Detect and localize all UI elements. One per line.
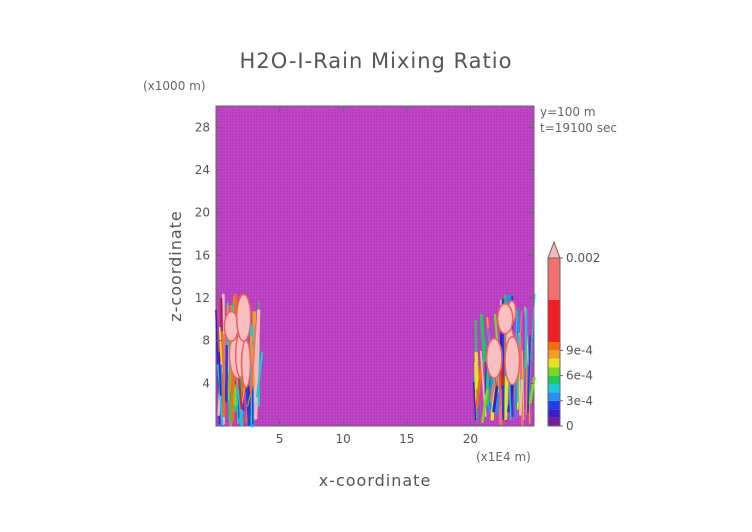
plume-streak xyxy=(246,388,253,407)
y-tick-label: 24 xyxy=(195,163,210,177)
x-tick-label: 15 xyxy=(399,432,414,446)
plume-streak xyxy=(250,322,257,395)
left-plume xyxy=(215,293,264,428)
x-axis-label: x-coordinate xyxy=(319,471,432,490)
plume-streak xyxy=(474,362,477,407)
colorbar-segment xyxy=(548,350,560,359)
plume-core xyxy=(496,303,514,335)
colorbar-extend-arrow xyxy=(547,240,561,259)
plume-core xyxy=(504,336,521,386)
plume-core xyxy=(240,339,252,389)
plume-streak xyxy=(527,335,531,414)
x-tick-label: 10 xyxy=(336,432,351,446)
y-tick-label: 16 xyxy=(195,248,210,262)
plume-streak xyxy=(528,376,536,405)
plume-streak xyxy=(253,309,261,420)
x-axis: 5 10 15 20 xyxy=(276,106,478,446)
colorbar-segment xyxy=(548,392,560,401)
plume-layer xyxy=(215,293,536,428)
chart-title: H2O-I-Rain Mixing Ratio xyxy=(240,49,513,73)
colorbar-tick-label: 9e-4 xyxy=(566,343,593,357)
annotation-t: t=19100 sec xyxy=(540,121,617,135)
plume-streak xyxy=(530,293,536,360)
plume-streak xyxy=(479,313,486,362)
colorbar-segment xyxy=(548,258,560,300)
colorbar-segment xyxy=(548,409,560,418)
plume-streak xyxy=(489,383,495,403)
plume-streak xyxy=(519,379,524,416)
plume-streak xyxy=(481,388,489,424)
colorbar-frame xyxy=(547,257,561,427)
right-plume xyxy=(472,293,536,426)
y-axis: 4 8 12 16 20 24 28 xyxy=(195,120,534,390)
colorbar-segment xyxy=(548,384,560,393)
colorbar-segment xyxy=(548,367,560,376)
plume-core xyxy=(485,337,503,379)
y-tick-label: 28 xyxy=(195,120,210,134)
y-multiplier: (x1000 m) xyxy=(143,79,206,93)
colorbar-segment xyxy=(548,375,560,384)
annotation-y: y=100 m xyxy=(540,105,596,119)
x-tick-label: 5 xyxy=(276,432,284,446)
plume-streak xyxy=(256,352,264,398)
y-axis-label: z-coordinate xyxy=(166,210,185,322)
colorbar-tick-label: 0 xyxy=(566,419,574,433)
plume-streak xyxy=(472,381,477,421)
colorbar: 0 3e-4 6e-4 9e-4 0.002 xyxy=(547,240,600,433)
y-tick-label: 4 xyxy=(202,376,210,390)
plume-streak xyxy=(492,386,499,413)
plume-streak xyxy=(474,351,480,390)
plume-streak xyxy=(236,391,240,419)
colorbar-tick-label: 6e-4 xyxy=(566,369,593,383)
y-tick-label: 8 xyxy=(202,334,210,348)
colorbar-segment xyxy=(548,358,560,368)
colorbar-segment xyxy=(548,342,560,351)
colorbar-tick-label: 0.002 xyxy=(566,251,600,265)
plume-streak xyxy=(218,352,222,396)
plume-streak xyxy=(524,308,528,368)
plume-streak xyxy=(484,361,487,395)
plume-streak xyxy=(219,331,226,418)
colorbar-segment xyxy=(548,400,560,410)
plume-streak xyxy=(233,386,239,407)
plot-area xyxy=(215,105,536,428)
colorbar-tick-label: 3e-4 xyxy=(566,394,593,408)
colorbar-segment xyxy=(548,417,560,426)
plume-core xyxy=(235,293,252,342)
x-multiplier: (x1E4 m) xyxy=(476,450,531,464)
x-tick-label: 20 xyxy=(463,432,478,446)
colorbar-segment xyxy=(548,300,560,342)
y-tick-label: 12 xyxy=(195,291,210,305)
y-tick-label: 20 xyxy=(195,206,210,220)
plume-streak xyxy=(475,362,484,409)
